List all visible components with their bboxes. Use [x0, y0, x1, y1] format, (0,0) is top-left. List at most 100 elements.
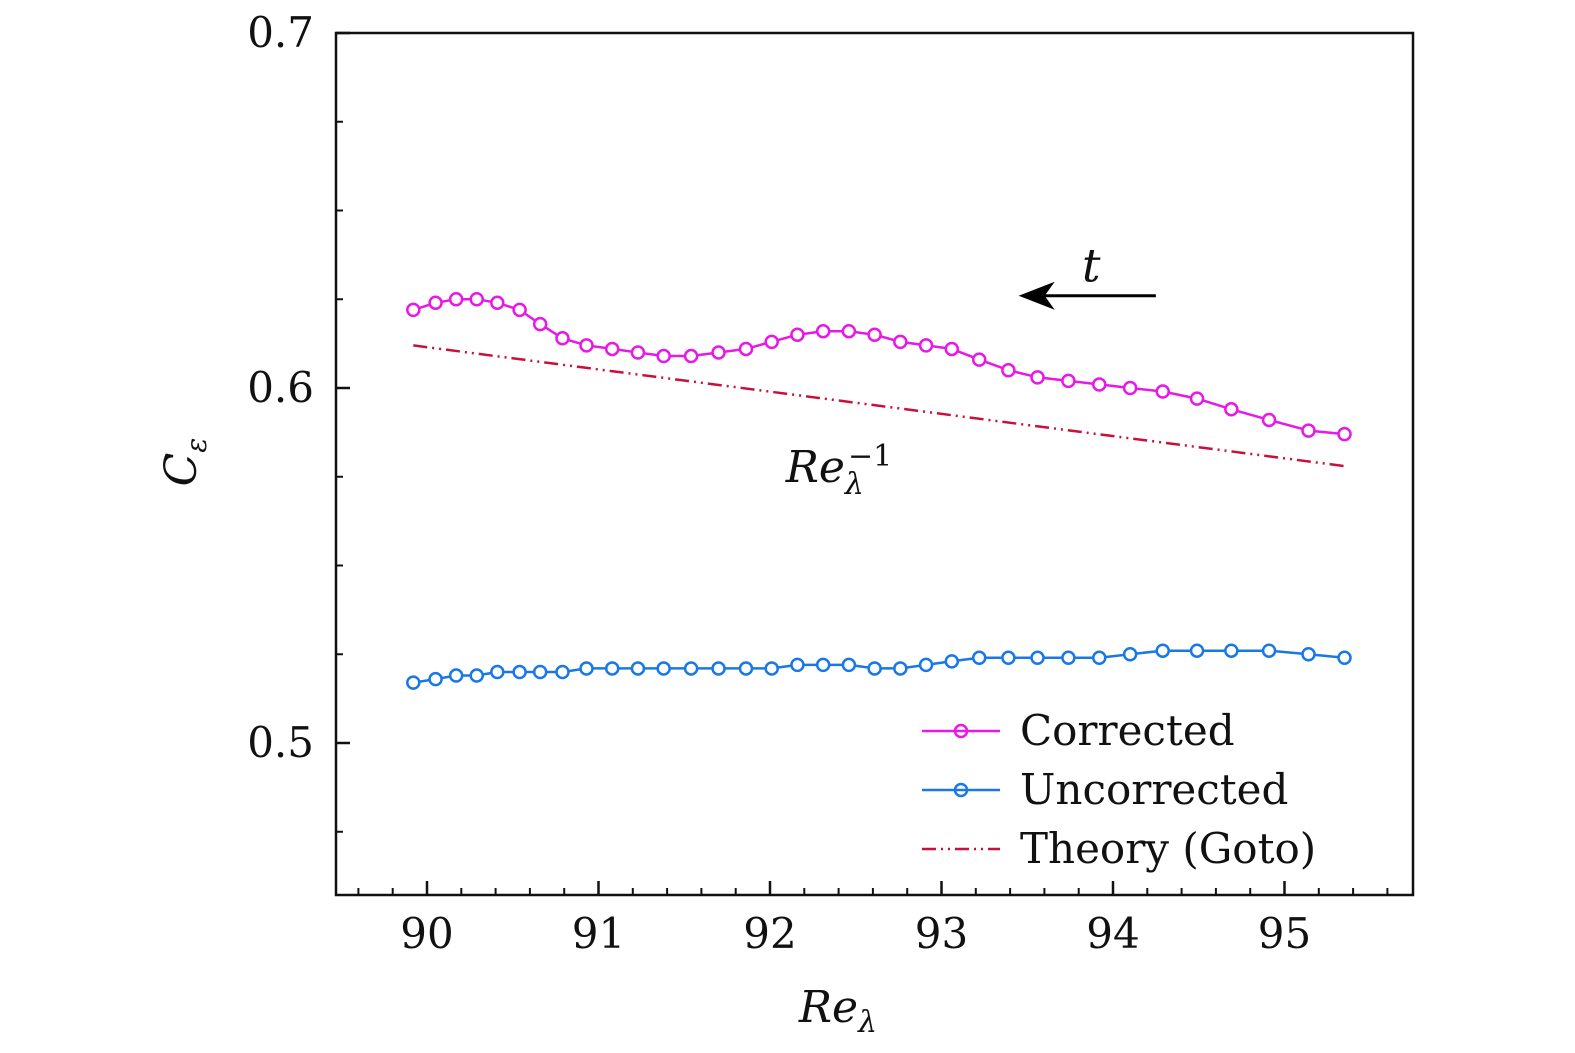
legend-entry-corrected: Corrected: [922, 706, 1235, 755]
data-point-uncorrected: [971, 650, 987, 666]
data-point-uncorrected: [918, 657, 934, 673]
data-point-corrected: [1030, 370, 1045, 385]
data-point-uncorrected: [1224, 643, 1239, 658]
data-point-corrected: [711, 345, 726, 360]
series-line-theory-goto: [413, 344, 1345, 468]
x-tick-label: 90: [400, 909, 453, 958]
legend-label-uncorrected: Uncorrected: [1020, 765, 1288, 814]
data-point-uncorrected: [406, 675, 421, 690]
data-point-corrected: [815, 323, 831, 339]
legend: Corrected Uncorrected Theory (Goto): [922, 706, 1316, 873]
data-point-corrected: [532, 316, 548, 332]
plot-frame: [334, 31, 1415, 897]
data-point-corrected: [555, 331, 570, 346]
data-point-uncorrected: [944, 654, 960, 669]
data-point-corrected: [1001, 363, 1016, 378]
data-point-uncorrected: [683, 661, 699, 676]
tick-labels: 90 91 92 93 94 95 0.5 0.6 0.7: [247, 8, 1311, 958]
data-point-corrected: [867, 327, 882, 342]
data-point-uncorrected: [512, 664, 527, 680]
data-point-corrected: [630, 345, 646, 360]
data-point-uncorrected: [1061, 650, 1076, 666]
data-point-corrected: [790, 327, 805, 342]
legend-marker-uncorrected: [953, 782, 969, 798]
data-point-uncorrected: [532, 664, 548, 680]
data-point-corrected: [1261, 412, 1277, 428]
data-point-uncorrected: [764, 661, 779, 676]
data-point-uncorrected: [656, 661, 671, 676]
data-point-uncorrected: [1001, 650, 1016, 666]
data-point-corrected: [738, 341, 754, 357]
data-point-uncorrected: [1337, 650, 1352, 666]
data-point-uncorrected: [490, 664, 505, 680]
data-point-corrected: [656, 348, 671, 364]
legend-label-theory: Theory (Goto): [1020, 824, 1316, 873]
data-point-corrected: [918, 338, 934, 353]
y-axis-title-sub: ε: [180, 438, 213, 453]
data-point-uncorrected: [428, 671, 443, 687]
x-tick-label: 91: [572, 909, 625, 958]
y-tick-label: 0.7: [247, 8, 314, 57]
data-point-uncorrected: [630, 661, 646, 676]
x-tick-label: 95: [1258, 909, 1311, 958]
data-point-corrected: [490, 295, 505, 311]
data-point-corrected: [971, 352, 987, 367]
data-point-uncorrected: [841, 657, 857, 673]
data-point-uncorrected: [893, 661, 908, 676]
theory-curve-label-sub: λ: [844, 467, 864, 502]
data-point-uncorrected: [469, 668, 484, 683]
data-point-corrected: [1155, 384, 1170, 399]
series-layer: [406, 292, 1352, 690]
data-point-corrected: [1092, 377, 1107, 392]
data-point-corrected: [579, 338, 594, 353]
legend-entry-uncorrected: Uncorrected: [922, 765, 1288, 814]
data-point-corrected: [683, 348, 699, 364]
data-point-corrected: [406, 302, 421, 318]
data-point-corrected: [512, 302, 527, 318]
data-point-corrected: [428, 295, 443, 311]
data-point-uncorrected: [711, 661, 726, 676]
data-point-corrected: [841, 323, 857, 339]
legend-entry-theory: Theory (Goto): [922, 824, 1316, 873]
x-tick-label: 93: [915, 909, 968, 958]
data-point-corrected: [1189, 391, 1205, 406]
x-tick-label: 92: [743, 909, 796, 958]
data-point-corrected: [1301, 423, 1316, 438]
data-point-corrected: [944, 341, 960, 357]
data-point-corrected: [448, 292, 464, 307]
x-axis-title-sub: λ: [857, 1005, 877, 1040]
legend-label-corrected: Corrected: [1020, 706, 1235, 755]
data-point-corrected: [1224, 402, 1239, 417]
data-point-corrected: [1337, 426, 1352, 442]
data-point-uncorrected: [1092, 650, 1107, 666]
x-tick-label: 94: [1086, 909, 1139, 958]
data-point-uncorrected: [1030, 650, 1045, 666]
data-point-uncorrected: [604, 661, 620, 676]
y-tick-label: 0.6: [247, 363, 314, 412]
data-point-corrected: [1122, 380, 1138, 396]
data-point-uncorrected: [1301, 647, 1316, 662]
data-point-corrected: [764, 334, 779, 350]
time-arrow: t: [1018, 239, 1156, 310]
data-point-corrected: [469, 292, 484, 307]
y-axis-title: Cε: [156, 438, 213, 487]
data-point-uncorrected: [1261, 643, 1277, 658]
theory-curve-label-sup: −1: [848, 439, 892, 474]
data-point-corrected: [604, 341, 620, 357]
series-line-corrected: [412, 297, 1345, 436]
data-point-uncorrected: [867, 661, 882, 676]
data-point-uncorrected: [1189, 643, 1205, 658]
major-ticks: [336, 31, 1286, 895]
data-point-corrected: [893, 334, 908, 350]
time-arrow-label: t: [1082, 239, 1101, 293]
data-point-uncorrected: [579, 661, 594, 676]
data-point-uncorrected: [1155, 643, 1170, 658]
y-tick-label: 0.5: [247, 718, 314, 767]
data-point-uncorrected: [1122, 647, 1138, 662]
theory-curve-label: Reλ−1: [785, 439, 892, 502]
time-arrow-head: [1018, 281, 1055, 310]
x-axis-title: Reλ: [798, 982, 877, 1040]
data-point-uncorrected: [738, 661, 754, 676]
data-point-uncorrected: [790, 657, 805, 673]
